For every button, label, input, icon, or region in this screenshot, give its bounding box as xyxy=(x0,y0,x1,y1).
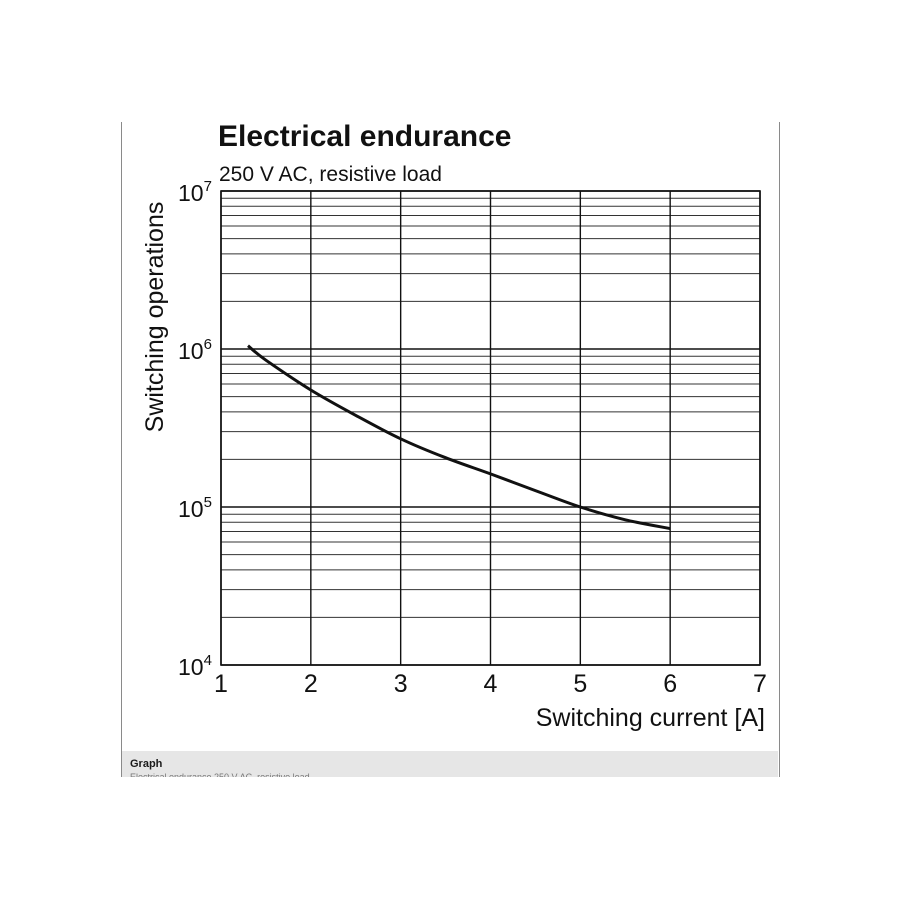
x-tick-label: 6 xyxy=(663,670,677,698)
caption-label: Graph xyxy=(130,758,163,770)
y-tick-label: 106 xyxy=(178,336,212,364)
y-axis-label: Switching operations xyxy=(141,202,169,433)
chart: Electrical endurance 250 V AC, resistive… xyxy=(141,122,767,732)
x-tick-labels: 1 2 3 4 5 6 7 xyxy=(214,670,767,698)
y-tick-label: 104 xyxy=(178,652,212,680)
x-tick-label: 5 xyxy=(573,670,587,698)
grid-major xyxy=(220,190,761,666)
chart-panel: Electrical endurance 250 V AC, resistive… xyxy=(121,122,780,777)
caption-bar: Graph Electrical endurance 250 V AC, res… xyxy=(122,751,778,777)
chart-title: Electrical endurance xyxy=(218,122,511,153)
caption-text: Electrical endurance 250 V AC, resistive… xyxy=(130,772,310,777)
series-layer xyxy=(247,344,671,531)
x-tick-label: 4 xyxy=(484,670,498,698)
chart-subtitle: 250 V AC, resistive load xyxy=(219,163,442,186)
x-tick-label: 2 xyxy=(304,670,318,698)
plot-frame xyxy=(220,190,761,666)
x-axis-label: Switching current [A] xyxy=(536,704,765,732)
x-tick-label: 7 xyxy=(753,670,767,698)
y-tick-label: 105 xyxy=(178,494,212,522)
series-line xyxy=(247,344,671,531)
x-tick-label: 3 xyxy=(394,670,408,698)
x-tick-label: 1 xyxy=(214,670,228,698)
y-tick-labels: 104 105 106 107 xyxy=(178,178,212,680)
y-tick-label: 107 xyxy=(178,178,212,206)
